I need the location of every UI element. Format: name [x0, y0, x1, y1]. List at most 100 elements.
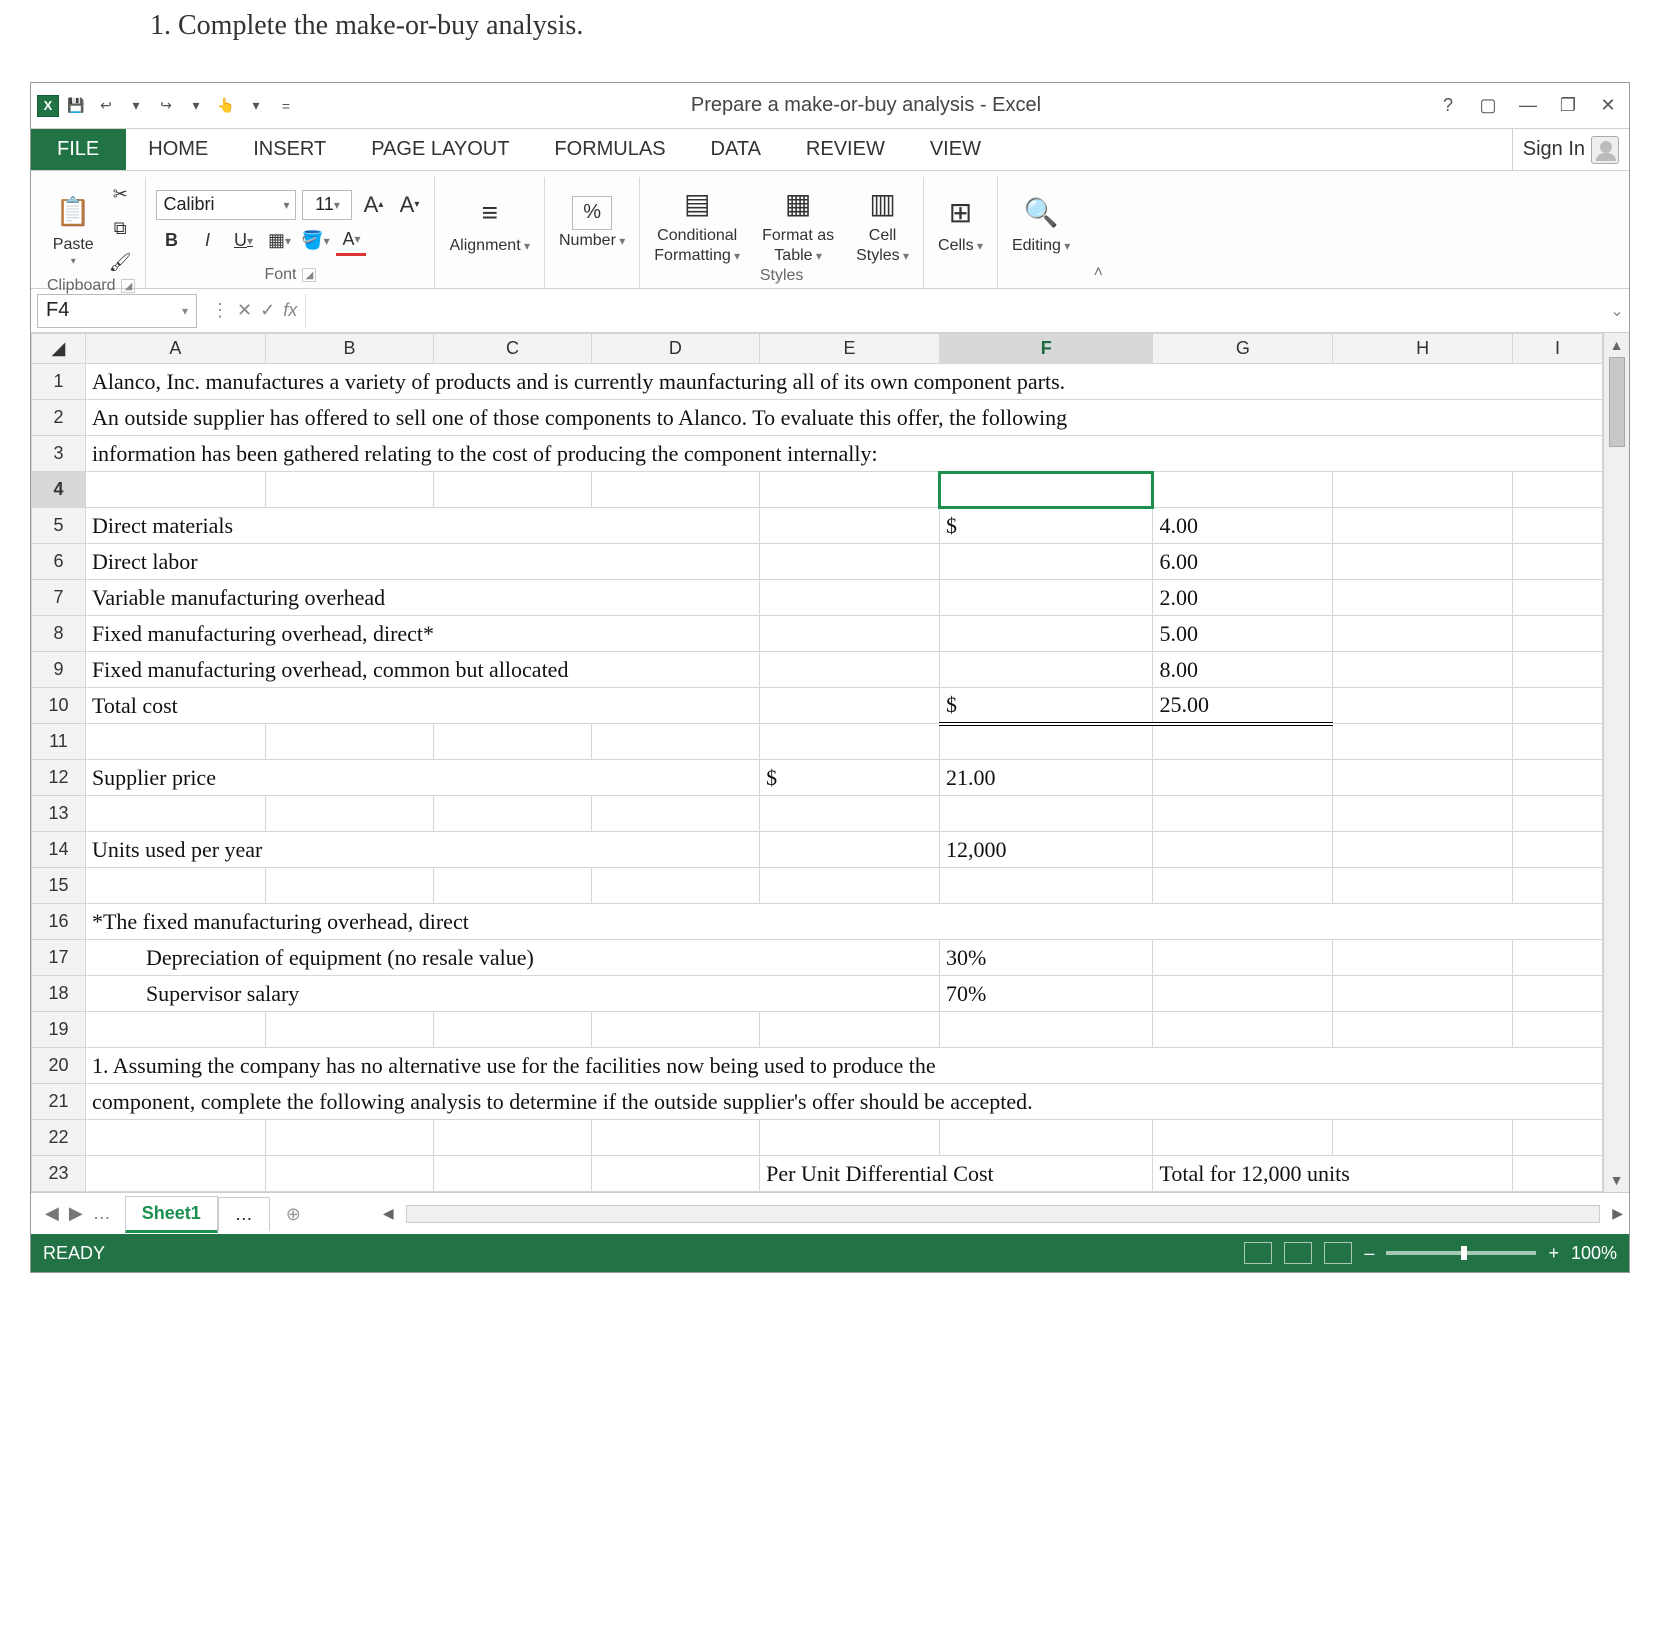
expand-formula-bar-icon[interactable]: ⌄: [1605, 301, 1629, 321]
sign-in-button[interactable]: Sign In: [1512, 129, 1629, 170]
val-direct-materials[interactable]: 4.00: [1153, 508, 1333, 544]
hdr-total-units[interactable]: Total for 12,000 units: [1153, 1156, 1513, 1192]
zoom-in-icon[interactable]: +: [1548, 1243, 1559, 1264]
cell-r13-5[interactable]: [939, 796, 1153, 832]
cell-r4-7[interactable]: [1333, 472, 1513, 508]
cell-r4-3[interactable]: [591, 472, 760, 508]
cell-r10-8[interactable]: [1513, 688, 1603, 724]
tab-page-layout[interactable]: PAGE LAYOUT: [349, 129, 532, 170]
cell-r7-8[interactable]: [1513, 580, 1603, 616]
spreadsheet-grid[interactable]: ◢ ABCDEFGHI 1Alanco, Inc. manufactures a…: [31, 333, 1603, 1192]
cell-r4-2[interactable]: [434, 472, 591, 508]
font-color-icon[interactable]: A: [336, 226, 366, 256]
format-painter-icon[interactable]: 🖌: [105, 247, 135, 277]
cell-r22-7[interactable]: [1333, 1120, 1513, 1156]
vertical-scrollbar[interactable]: ▲ ▼: [1603, 333, 1629, 1192]
cell-r15-6[interactable]: [1153, 868, 1333, 904]
cell-r14-4[interactable]: [760, 832, 940, 868]
cell-r8-5[interactable]: [939, 616, 1153, 652]
cells-button[interactable]: ⊞ Cells: [934, 189, 987, 257]
sheet-nav-next-icon[interactable]: ▶: [69, 1203, 83, 1224]
cell-r5-7[interactable]: [1333, 508, 1513, 544]
col-header-E[interactable]: E: [760, 334, 940, 364]
currency-12[interactable]: $: [760, 760, 940, 796]
cell-r11-0[interactable]: [85, 724, 265, 760]
cell-r7-4[interactable]: [760, 580, 940, 616]
row-header-10[interactable]: 10: [32, 688, 86, 724]
label-depreciation[interactable]: Depreciation of equipment (no resale val…: [85, 940, 939, 976]
cut-icon[interactable]: ✂: [105, 179, 135, 209]
decrease-font-icon[interactable]: A▾: [394, 190, 424, 220]
cell-r22-2[interactable]: [434, 1120, 591, 1156]
cell-r22-4[interactable]: [760, 1120, 940, 1156]
cell-r18-8[interactable]: [1513, 976, 1603, 1012]
increase-font-icon[interactable]: A▴: [358, 190, 388, 220]
row-header-17[interactable]: 17: [32, 940, 86, 976]
cell-r13-7[interactable]: [1333, 796, 1513, 832]
cell-r15-5[interactable]: [939, 868, 1153, 904]
qat-customize-icon[interactable]: ▾: [243, 93, 269, 119]
row-header-21[interactable]: 21: [32, 1084, 86, 1120]
cell-r8-8[interactable]: [1513, 616, 1603, 652]
cell-r4-0[interactable]: [85, 472, 265, 508]
row-header-5[interactable]: 5: [32, 508, 86, 544]
cell-r23-1[interactable]: [265, 1156, 434, 1192]
cell-r4-4[interactable]: [760, 472, 940, 508]
page-layout-view-icon[interactable]: [1284, 1242, 1312, 1264]
col-header-G[interactable]: G: [1153, 334, 1333, 364]
cell-r19-2[interactable]: [434, 1012, 591, 1048]
cell-r22-1[interactable]: [265, 1120, 434, 1156]
close-icon[interactable]: ✕: [1593, 91, 1623, 121]
cell-r18-7[interactable]: [1333, 976, 1513, 1012]
cell-r12-6[interactable]: [1153, 760, 1333, 796]
val-var-oh[interactable]: 2.00: [1153, 580, 1333, 616]
cell-r19-4[interactable]: [760, 1012, 940, 1048]
underline-icon[interactable]: U: [228, 226, 258, 256]
fx-icon[interactable]: fx: [283, 300, 297, 321]
normal-view-icon[interactable]: [1244, 1242, 1272, 1264]
sheet-nav-prev-icon[interactable]: ◀: [45, 1203, 59, 1224]
conditional-formatting-button[interactable]: ▤ Conditional Formatting: [650, 179, 744, 267]
cell-r18-6[interactable]: [1153, 976, 1333, 1012]
formula-input[interactable]: [306, 294, 1605, 328]
row-header-20[interactable]: 20: [32, 1048, 86, 1084]
val-supervisor-pct[interactable]: 70%: [939, 976, 1153, 1012]
zoom-slider[interactable]: [1386, 1251, 1536, 1255]
cell-r9-4[interactable]: [760, 652, 940, 688]
val-direct-labor[interactable]: 6.00: [1153, 544, 1333, 580]
cell-r19-0[interactable]: [85, 1012, 265, 1048]
tab-view[interactable]: VIEW: [908, 129, 1004, 170]
sheet-tab-sheet1[interactable]: Sheet1: [125, 1196, 218, 1233]
undo-dd-icon[interactable]: ▾: [123, 93, 149, 119]
cell-r9-5[interactable]: [939, 652, 1153, 688]
cell-r4-8[interactable]: [1513, 472, 1603, 508]
sheet-tab-overflow[interactable]: …: [218, 1197, 270, 1231]
row-header-22[interactable]: 22: [32, 1120, 86, 1156]
cell-r11-8[interactable]: [1513, 724, 1603, 760]
cell-r13-3[interactable]: [591, 796, 760, 832]
cell-r19-1[interactable]: [265, 1012, 434, 1048]
bold-icon[interactable]: B: [156, 226, 186, 256]
touch-mode-icon[interactable]: 👆: [213, 93, 239, 119]
cell-styles-button[interactable]: ▥ Cell Styles: [852, 179, 913, 267]
q1-line1[interactable]: 1. Assuming the company has no alternati…: [85, 1048, 1602, 1084]
scroll-thumb[interactable]: [1609, 357, 1625, 447]
add-sheet-icon[interactable]: ⊕: [270, 1198, 317, 1231]
page-break-view-icon[interactable]: [1324, 1242, 1352, 1264]
font-dialog-launcher[interactable]: ◢: [302, 268, 316, 282]
row-header-6[interactable]: 6: [32, 544, 86, 580]
label-fixed-common[interactable]: Fixed manufacturing overhead, common but…: [85, 652, 759, 688]
row-header-19[interactable]: 19: [32, 1012, 86, 1048]
cell-r15-8[interactable]: [1513, 868, 1603, 904]
borders-icon[interactable]: ▦: [264, 226, 294, 256]
cell-r19-7[interactable]: [1333, 1012, 1513, 1048]
enter-fx-icon[interactable]: ✓: [260, 300, 275, 321]
currency-5[interactable]: $: [939, 508, 1153, 544]
cell-r22-3[interactable]: [591, 1120, 760, 1156]
cancel-fx-icon[interactable]: ✕: [237, 300, 252, 321]
cell-r17-7[interactable]: [1333, 940, 1513, 976]
cell-r5-8[interactable]: [1513, 508, 1603, 544]
label-supervisor[interactable]: Supervisor salary: [85, 976, 939, 1012]
redo-dd-icon[interactable]: ▾: [183, 93, 209, 119]
cell-r19-8[interactable]: [1513, 1012, 1603, 1048]
